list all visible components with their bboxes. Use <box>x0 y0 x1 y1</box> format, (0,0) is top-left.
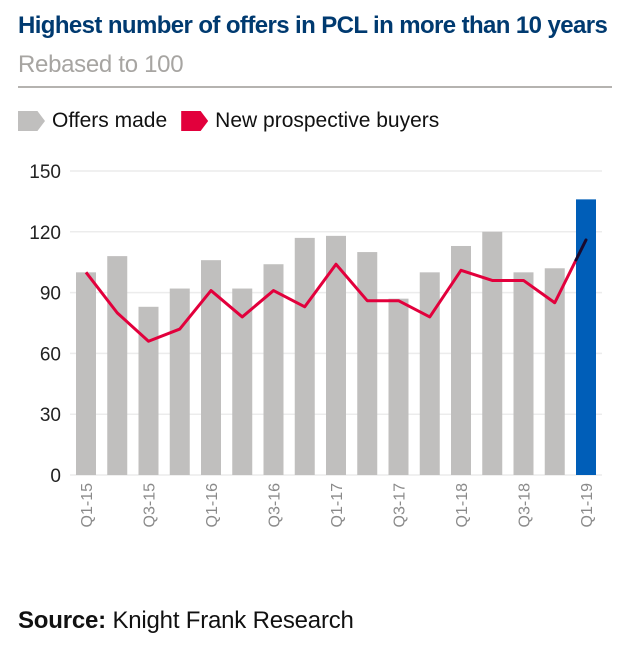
line-path <box>84 262 556 343</box>
x-tick-label-Q3-17: Q3-17 <box>392 483 409 528</box>
x-tick-label-Q3-15: Q3-15 <box>142 483 159 528</box>
source-note: Source: Knight Frank Research <box>18 607 354 635</box>
y-tick-label-150: 150 <box>29 162 61 183</box>
legend-swatch-new-prospective-buyers <box>181 111 209 131</box>
bar-Q2-15 <box>107 256 128 475</box>
x-tick-label-Q1-17: Q1-17 <box>329 483 346 528</box>
y-tick-label-0: 0 <box>50 466 61 487</box>
bar-Q2-18 <box>482 231 503 475</box>
x-tick-label-Q3-16: Q3-16 <box>267 483 284 528</box>
bars-offers-made <box>76 199 596 475</box>
bar-Q3-18 <box>513 272 534 475</box>
x-tick-label-Q3-18: Q3-18 <box>517 483 534 528</box>
bar-Q1-17 <box>326 235 346 475</box>
line-new-prospective-buyers <box>84 238 588 343</box>
legend-swatch-offers-made <box>18 111 45 131</box>
x-axis-ticks: Q1-15 Q3-15 Q1-16 Q3-16 Q1-17 Q3-17 Q1-18 Q3-18… <box>79 483 596 528</box>
bar-Q4-15 <box>169 288 190 475</box>
title-divider <box>18 86 612 88</box>
x-tick-label-Q1-19: Q1-19 <box>579 483 596 528</box>
bar-Q1-16 <box>201 260 221 475</box>
legend-label-offers-made: Offers made <box>52 109 168 132</box>
chart-title: Highest number of offers in PCL in more … <box>18 6 618 84</box>
source-label: Source: <box>18 607 106 634</box>
bar-Q3-15 <box>138 306 159 475</box>
y-axis-ticks: 0 30 60 90 120 150 <box>29 162 61 487</box>
legend-item-offers-made: Offers made <box>18 109 167 133</box>
bar-Q4-18 <box>544 268 565 475</box>
x-tick-label-Q1-18: Q1-18 <box>454 483 471 528</box>
chart-legend: Offers made New prospective buyers <box>18 108 453 134</box>
bar-Q4-17 <box>419 272 440 475</box>
y-tick-label-60: 60 <box>40 344 61 365</box>
source-text: Knight Frank Research <box>112 607 354 634</box>
legend-label-new-prospective-buyers: New prospective buyers <box>215 109 440 132</box>
bar-Q1-19 <box>576 199 596 475</box>
x-tick-label-Q1-16: Q1-16 <box>204 483 221 528</box>
bar-Q1-15 <box>76 272 96 475</box>
chart-subtitle: Rebased to 100 <box>18 51 184 78</box>
bar-Q2-17 <box>357 252 378 475</box>
chart-title-text: Highest number of offers in PCL in more … <box>18 12 608 39</box>
bar-Q3-17 <box>388 298 409 475</box>
y-tick-label-90: 90 <box>40 284 61 305</box>
bar-Q3-16 <box>263 264 284 475</box>
y-tick-label-120: 120 <box>29 223 61 244</box>
x-tick-label-Q1-15: Q1-15 <box>79 483 96 528</box>
y-tick-label-30: 30 <box>40 405 61 426</box>
bar-Q4-16 <box>294 237 315 475</box>
bar-Q1-18 <box>451 245 471 475</box>
bar-Q2-16 <box>232 288 253 475</box>
line-segment-to-bar <box>553 258 578 305</box>
line-segment-over-highlight <box>574 238 588 262</box>
legend-item-new-prospective-buyers: New prospective buyers <box>181 109 439 133</box>
